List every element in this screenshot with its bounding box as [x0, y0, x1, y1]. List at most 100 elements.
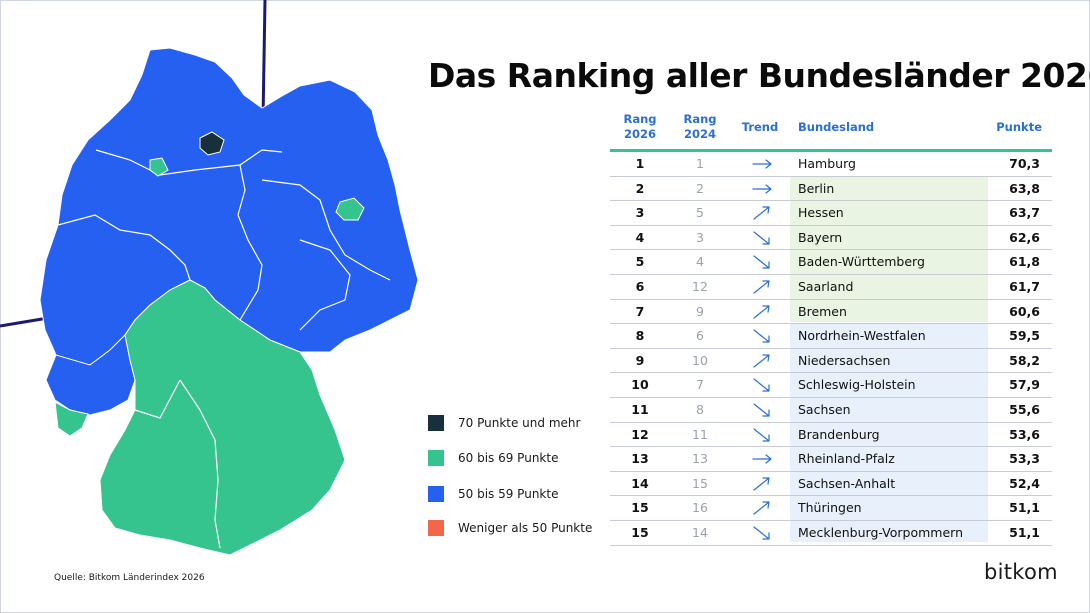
state-name-cell: Baden-Württemberg — [798, 254, 925, 270]
points-cell: 53,6 — [1009, 426, 1040, 442]
points-cell: 51,1 — [1009, 500, 1040, 516]
arrow-down-right-icon — [753, 526, 770, 540]
state-name-cell: Bayern — [798, 229, 843, 245]
trend-cell — [730, 250, 790, 274]
rank-2026-cell: 14 — [631, 475, 649, 491]
table-row: 6 12 Saarland 61,7 — [610, 275, 1052, 300]
trend-cell — [730, 300, 790, 324]
header-rule — [610, 149, 1052, 152]
points-cell: 53,3 — [1009, 451, 1040, 467]
legend-swatch-dark — [428, 415, 444, 431]
trend-cell — [730, 275, 790, 299]
table-row: 8 6 Nordrhein-Westfalen 59,5 — [610, 324, 1052, 349]
legend-swatch-green — [428, 450, 444, 466]
rank-2024-cell: 2 — [696, 180, 704, 196]
state-name-cell: Rheinland-Pfalz — [798, 451, 895, 467]
points-cell: 60,6 — [1009, 303, 1040, 319]
header-rank-2026: Rang 2026 — [610, 112, 670, 142]
map-region-bremen — [149, 157, 169, 177]
rank-2026-cell: 6 — [635, 279, 645, 294]
rank-2026-cell: 1 — [635, 156, 645, 171]
rank-2026-cell: 8 — [635, 328, 645, 344]
legend-label: 60 bis 69 Punkte — [458, 451, 559, 465]
state-name-cell: Thüringen — [798, 500, 862, 516]
state-name-cell: Brandenburg — [798, 426, 880, 442]
arrow-down-right-icon — [753, 403, 770, 417]
header-trend: Trend — [741, 120, 779, 134]
source-note: Quelle: Bitkom Länderindex 2026 — [54, 573, 205, 583]
decor-line-left — [0, 316, 49, 328]
table-row: 13 13 Rheinland-Pfalz 53,3 — [610, 447, 1052, 472]
table-row: 14 15 Sachsen-Anhalt 52,4 — [610, 472, 1052, 497]
arrow-down-right-icon — [753, 378, 770, 392]
rank-2024-cell: 5 — [696, 205, 704, 221]
points-cell: 63,8 — [1009, 180, 1040, 196]
rank-2026-cell: 5 — [635, 254, 645, 270]
points-cell: 61,8 — [1009, 254, 1040, 270]
table-row: 2 2 Berlin 63,8 — [610, 177, 1052, 202]
arrow-up-right-icon — [753, 354, 770, 368]
rank-2024-cell: 16 — [692, 500, 708, 516]
trend-cell — [730, 152, 790, 176]
points-cell: 62,6 — [1009, 229, 1040, 245]
rank-2026-cell: 15 — [631, 500, 649, 516]
legend-label: 70 Punkte und mehr — [458, 416, 581, 430]
rank-2026-cell: 4 — [635, 229, 645, 245]
rank-2026-cell: 11 — [631, 402, 649, 417]
state-name-cell: Hessen — [798, 205, 844, 221]
state-name-cell: Hamburg — [798, 156, 856, 171]
highlight-band-blue — [790, 323, 988, 542]
rank-2026-cell: 10 — [631, 377, 649, 393]
arrow-up-right-icon — [753, 304, 770, 319]
table-row: 7 9 Bremen 60,6 — [610, 300, 1052, 325]
rank-2026-cell: 2 — [635, 180, 645, 196]
trend-cell — [730, 423, 790, 447]
map-region-berlin — [335, 197, 365, 221]
rank-2026-cell: 3 — [635, 205, 645, 221]
table-row: 4 3 Bayern 62,6 — [610, 226, 1052, 251]
ranking-table: Rang 2026 Rang 2024 Trend Bundesland Pun… — [610, 112, 1052, 546]
trend-cell — [730, 201, 790, 225]
table-row: 15 14 Mecklenburg-Vorpommern 51,1 — [610, 521, 1052, 546]
points-cell: 52,4 — [1009, 475, 1040, 491]
trend-cell — [730, 226, 790, 250]
header-rank-2024-line1: Rang — [683, 112, 717, 126]
arrow-down-right-icon — [753, 329, 770, 343]
rank-2026-cell: 12 — [631, 426, 649, 442]
state-name-cell: Nordrhein-Westfalen — [798, 328, 926, 344]
trend-cell — [730, 521, 790, 545]
table-row: 5 4 Baden-Württemberg 61,8 — [610, 250, 1052, 275]
state-name-cell: Mecklenburg-Vorpommern — [798, 525, 963, 540]
legend-item-below-50: Weniger als 50 Punkte — [428, 518, 628, 538]
legend-swatch-red — [428, 520, 444, 536]
decor-line-top — [261, 0, 267, 121]
germany-map — [0, 0, 419, 556]
trend-cell — [730, 472, 790, 496]
legend-label: Weniger als 50 Punkte — [458, 521, 593, 535]
trend-cell — [730, 447, 790, 471]
arrow-right-icon — [752, 159, 772, 169]
points-cell: 63,7 — [1009, 205, 1040, 221]
rank-2024-cell: 7 — [696, 377, 704, 393]
table-row: 11 8 Sachsen 55,6 — [610, 398, 1052, 423]
rank-2024-cell: 10 — [692, 352, 708, 368]
state-name-cell: Berlin — [798, 180, 835, 196]
arrow-right-icon — [752, 454, 772, 464]
map-region-saarland — [54, 401, 89, 437]
rank-2024-cell: 3 — [696, 229, 704, 245]
table-row: 3 5 Hessen 63,7 — [610, 201, 1052, 226]
page-title: Das Ranking aller Bundesländer 2026 — [428, 56, 1090, 95]
trend-cell — [730, 177, 790, 201]
rank-2026-cell: 15 — [631, 525, 649, 540]
arrow-up-right-icon — [753, 477, 770, 491]
rank-2024-cell: 6 — [696, 328, 704, 344]
map-region-hamburg — [199, 131, 225, 156]
table-row: 9 10 Niedersachsen 58,2 — [610, 349, 1052, 374]
table-row: 10 7 Schleswig-Holstein 57,9 — [610, 373, 1052, 398]
rank-2024-cell: 14 — [692, 525, 708, 540]
points-cell: 59,5 — [1009, 328, 1040, 344]
legend-item-60-69: 60 bis 69 Punkte — [428, 448, 628, 468]
rank-2024-cell: 11 — [692, 426, 708, 442]
rank-2026-cell: 9 — [635, 352, 645, 368]
header-state: Bundesland — [798, 120, 875, 134]
